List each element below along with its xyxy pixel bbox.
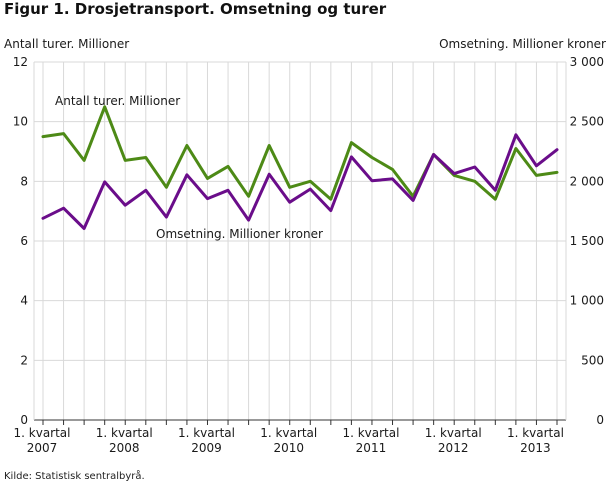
right-tick-label: 1 000 [570, 294, 604, 308]
series-annotation: Antall turer. Millioner [55, 94, 180, 108]
left-axis-label: Antall turer. Millioner [4, 37, 130, 51]
x-tick-label: 2008 [109, 441, 140, 455]
grid [34, 61, 566, 421]
x-tick-label: 2011 [356, 441, 387, 455]
x-tick-label: 1. kvartal [178, 426, 235, 440]
x-tick-label: 1. kvartal [14, 426, 71, 440]
x-tick-label: 1. kvartal [96, 426, 153, 440]
chart-title: Figur 1. Drosjetransport. Omsetning og t… [4, 0, 387, 18]
right-tick-labels: 0 500 1 000 1 500 2 000 2 500 3 000 [570, 55, 604, 427]
x-tick-label: 2012 [438, 441, 469, 455]
x-tick-label: 2010 [273, 441, 304, 455]
x-tick-label: 2013 [520, 441, 551, 455]
right-tick-label: 2 000 [570, 174, 604, 188]
axes [33, 62, 567, 425]
x-tick-label: 1. kvartal [507, 426, 564, 440]
series-annotation: Omsetning. Millioner kroner [156, 227, 323, 241]
right-tick-label: 500 [581, 353, 604, 367]
left-tick-label: 4 [20, 294, 28, 308]
x-tick-label: 2007 [27, 441, 58, 455]
source-note: Kilde: Statistisk sentralbyrå. [4, 471, 145, 482]
x-tick-label: 1. kvartal [425, 426, 482, 440]
left-tick-label: 2 [20, 353, 28, 367]
series-line-omsetning [41, 133, 559, 230]
left-tick-label: 8 [20, 174, 28, 188]
left-tick-label: 10 [13, 115, 28, 129]
right-tick-label: 2 500 [570, 115, 604, 129]
right-axis-label: Omsetning. Millioner kroner [439, 37, 606, 51]
left-tick-label: 0 [20, 413, 28, 427]
left-tick-label: 6 [20, 234, 28, 248]
series-annotations: Antall turer. Millioner Omsetning. Millio… [55, 94, 323, 241]
right-tick-label: 3 000 [570, 55, 604, 69]
x-tick-label: 1. kvartal [260, 426, 317, 440]
series-line-antall-turer [41, 105, 559, 201]
x-tick-label: 2009 [191, 441, 222, 455]
series-lines [41, 105, 559, 230]
right-tick-label: 0 [596, 413, 604, 427]
x-tick-label: 1. kvartal [342, 426, 399, 440]
right-tick-label: 1 500 [570, 234, 604, 248]
left-tick-label: 12 [13, 55, 28, 69]
left-tick-labels: 0 2 4 6 8 10 12 [13, 55, 28, 427]
